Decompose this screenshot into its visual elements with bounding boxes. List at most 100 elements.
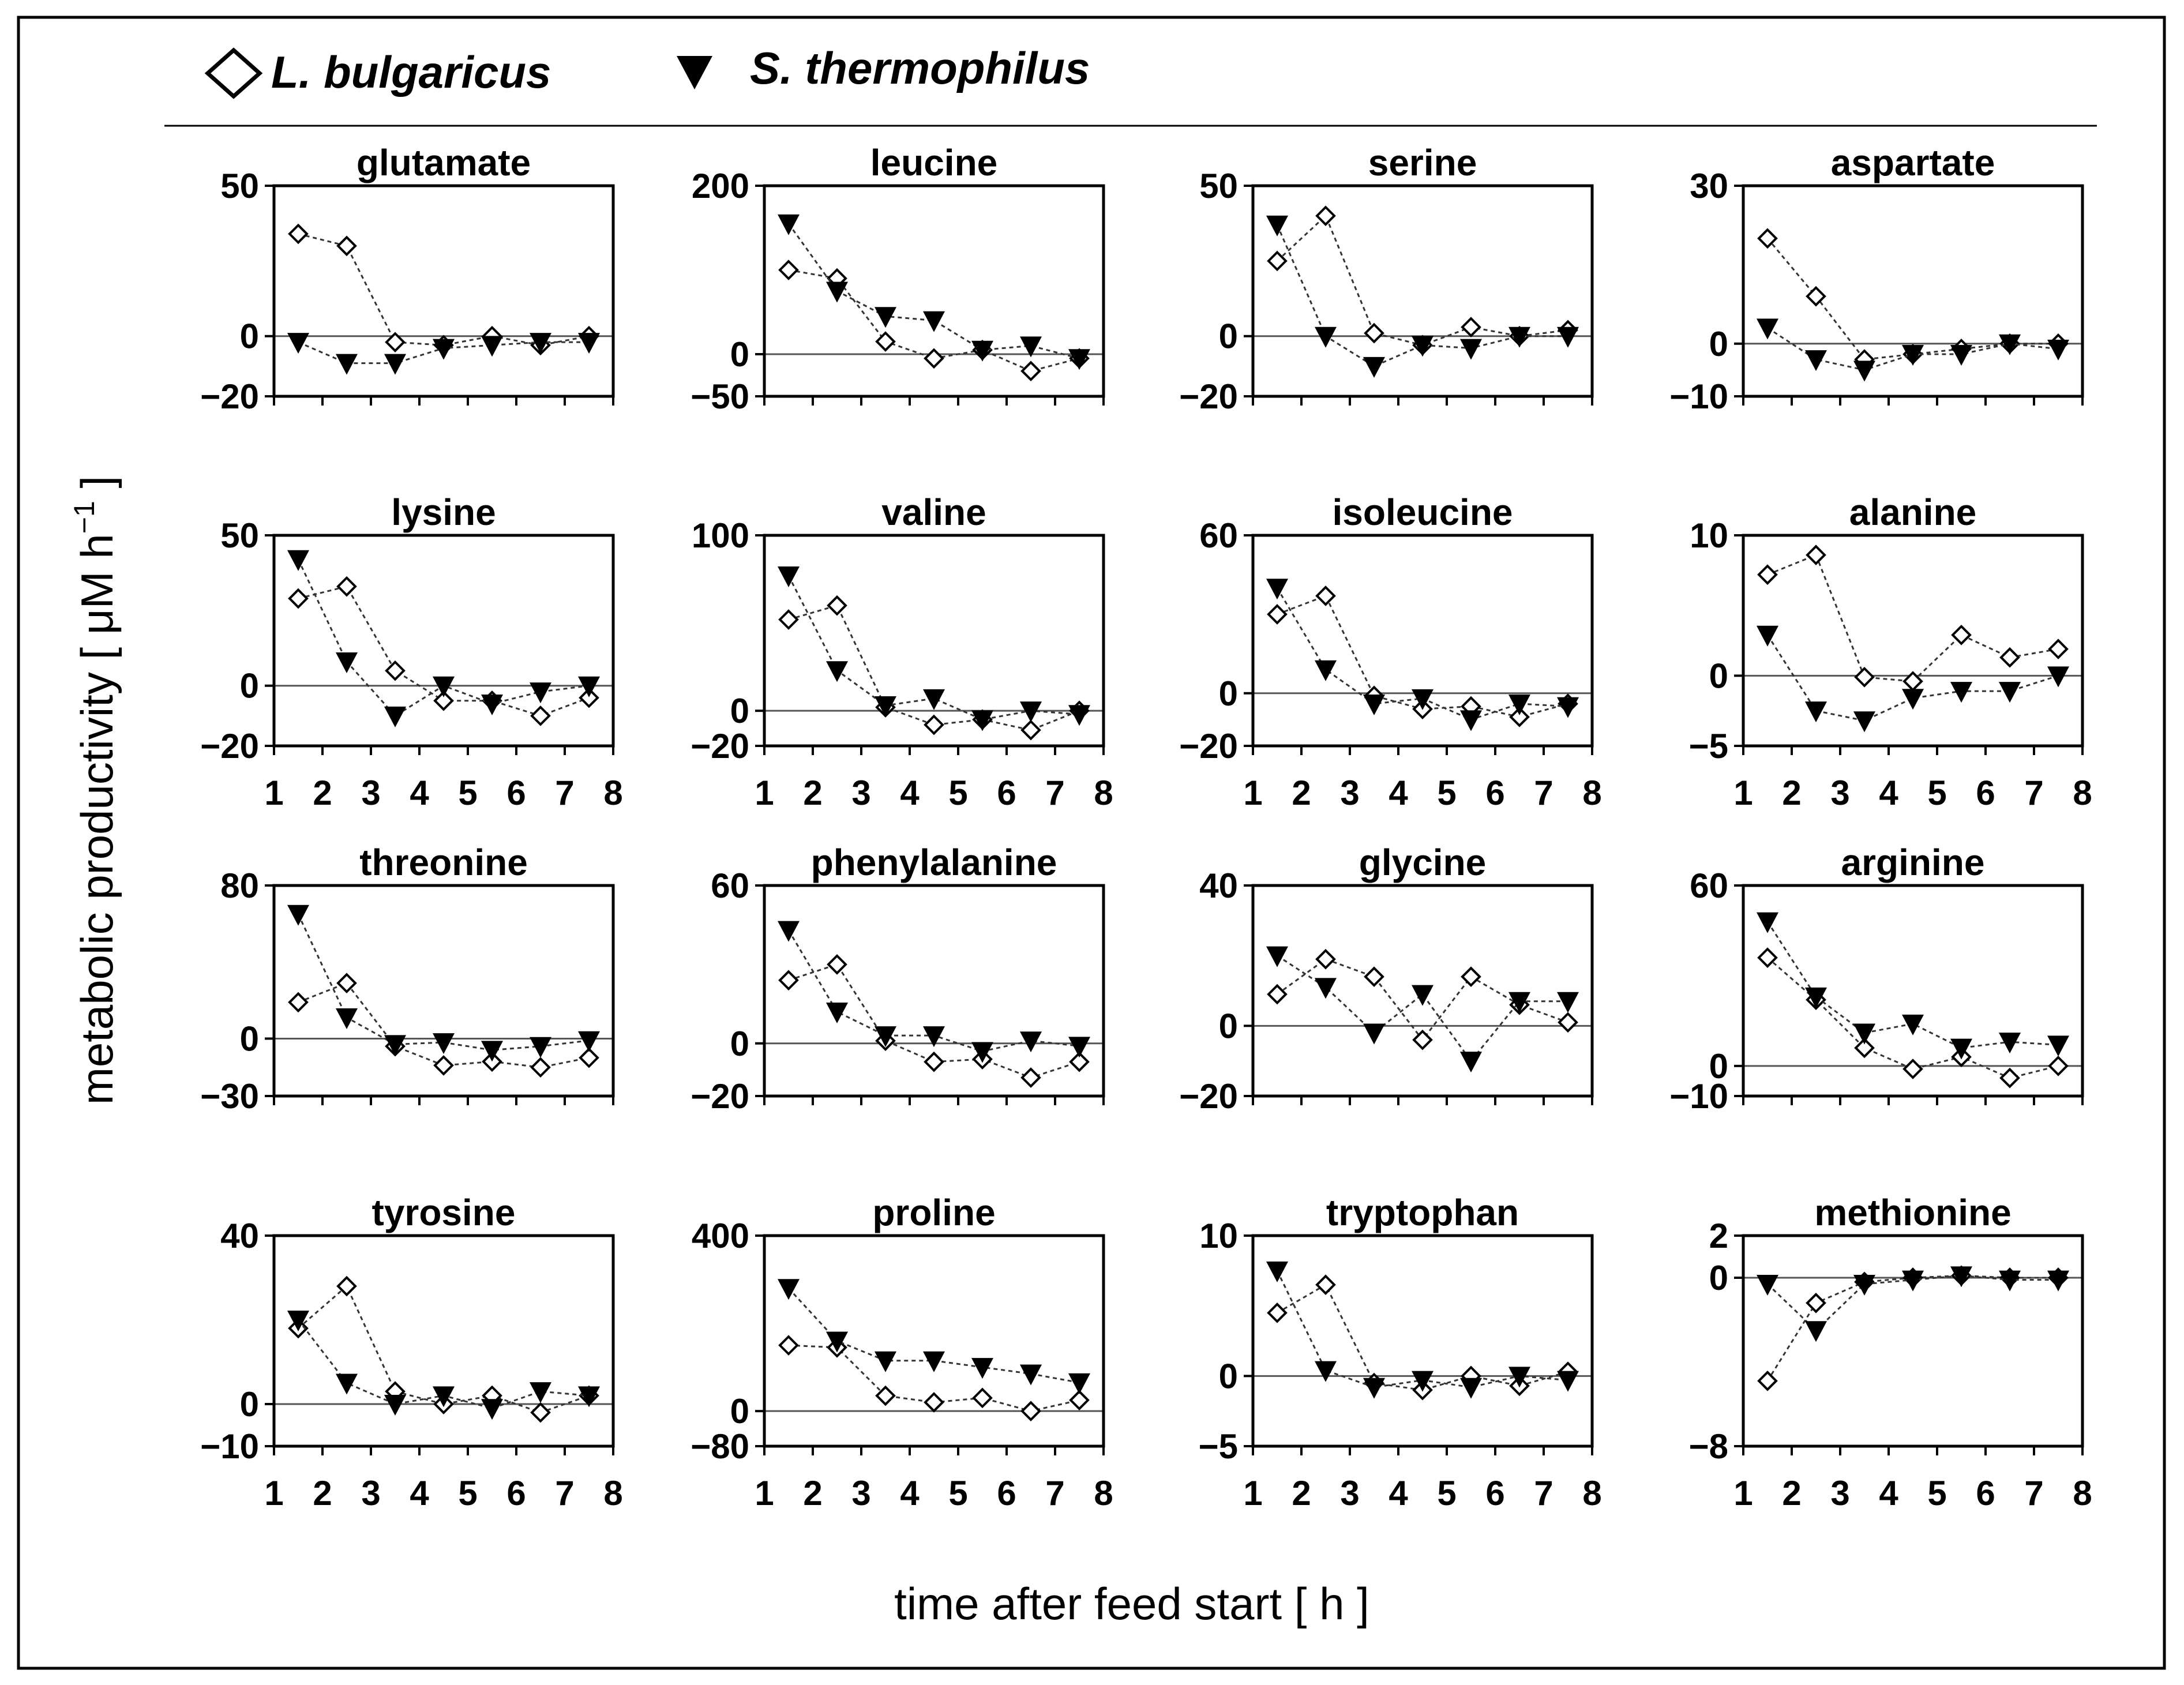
- y-tick-label: 2: [1709, 1217, 1728, 1255]
- panel-arginine: arginine 60 0−10: [1669, 842, 2084, 1116]
- point-s-thermophilus: [778, 214, 800, 235]
- point-s-thermophilus: [1950, 1266, 1972, 1288]
- point-s-thermophilus: [1999, 1270, 2021, 1292]
- plot-frame: [272, 184, 615, 398]
- x-tick-label: 3: [851, 1474, 870, 1513]
- point-s-thermophilus: [1853, 1274, 1875, 1296]
- point-s-thermophilus: [1902, 1270, 1924, 1292]
- y-tick-label: 50: [220, 516, 259, 555]
- y-tick-label: 0: [1219, 317, 1238, 356]
- point-s-thermophilus: [1020, 701, 1042, 723]
- x-tick-label: 1: [1243, 1474, 1262, 1513]
- panel-title: serine: [1368, 142, 1477, 183]
- panel-title: tyrosine: [372, 1192, 516, 1233]
- x-tick-label: 5: [1927, 1474, 1946, 1513]
- point-l-bulgaricus: [972, 1387, 993, 1409]
- point-l-bulgaricus: [1757, 564, 1778, 585]
- x-tick-label: 7: [1045, 1474, 1064, 1513]
- y-tick-label: −10: [200, 1427, 259, 1466]
- point-s-thermophilus: [826, 1331, 848, 1353]
- point-l-bulgaricus: [1020, 1401, 1041, 1421]
- x-tick-label: 6: [1485, 774, 1504, 812]
- y-tick-label: 60: [711, 866, 749, 905]
- point-s-thermophilus: [1412, 1371, 1434, 1392]
- point-l-bulgaricus: [385, 332, 406, 352]
- panel-proline: proline 400 0−801 2 3 4 5 6 7 8: [691, 1192, 1113, 1513]
- x-tick-label: 7: [555, 774, 574, 812]
- x-tick-label: 2: [1782, 1474, 1801, 1513]
- point-s-thermophilus: [481, 336, 503, 357]
- point-l-bulgaricus: [924, 1392, 944, 1413]
- point-s-thermophilus: [287, 905, 309, 926]
- point-s-thermophilus: [1508, 327, 1530, 348]
- point-s-thermophilus: [778, 566, 800, 587]
- x-tick-label: 3: [1340, 1474, 1359, 1513]
- point-s-thermophilus: [1508, 992, 1530, 1013]
- x-tick-label: 4: [1389, 774, 1408, 812]
- panel-title: proline: [872, 1192, 995, 1233]
- point-l-bulgaricus: [433, 1055, 454, 1076]
- point-l-bulgaricus: [530, 1402, 551, 1423]
- legend-label-s-thermophilus: S. thermophilus: [750, 43, 1090, 93]
- point-s-thermophilus: [826, 1003, 848, 1023]
- point-s-thermophilus: [433, 1386, 455, 1408]
- panel-leucine: leucine 200 0−50: [691, 142, 1105, 416]
- panel-phenylalanine: phenylalanine 60 0 −20: [691, 842, 1105, 1116]
- point-s-thermophilus: [287, 1311, 309, 1331]
- y-tick-label: 50: [1199, 167, 1238, 205]
- point-l-bulgaricus: [530, 1057, 551, 1078]
- y-tick-label: 60: [1690, 866, 1728, 905]
- y-tick-label: 80: [220, 866, 259, 905]
- plot-frame: [763, 884, 1105, 1098]
- point-s-thermophilus: [578, 1386, 600, 1408]
- x-tick-label: 6: [1976, 1474, 1995, 1513]
- y-tick-label: 0: [730, 692, 749, 730]
- panel-valine: valine 100 0−201 2 3 4 5 6 7 8: [691, 491, 1113, 812]
- y-tick-label: 0: [1219, 674, 1238, 713]
- point-s-thermophilus: [1853, 1023, 1875, 1045]
- point-l-bulgaricus: [336, 235, 357, 257]
- plot-frame: [272, 534, 615, 748]
- x-tick-label: 2: [1782, 774, 1801, 812]
- point-s-thermophilus: [384, 706, 406, 727]
- y-tick-label: −5: [1199, 1427, 1238, 1466]
- x-tick-label: 5: [458, 774, 477, 812]
- x-tick-label: 6: [1485, 1474, 1504, 1513]
- point-s-thermophilus: [1757, 1274, 1778, 1296]
- point-s-thermophilus: [384, 1395, 406, 1416]
- panel-threonine: threonine 80 0 −30: [200, 842, 615, 1116]
- x-tick-label: 5: [948, 774, 967, 812]
- point-s-thermophilus: [481, 1041, 503, 1062]
- point-s-thermophilus: [778, 1279, 800, 1300]
- panel-aspartate: aspartate 30 0 −10: [1669, 142, 2084, 416]
- point-l-bulgaricus: [1069, 1051, 1090, 1072]
- point-s-thermophilus: [336, 1373, 358, 1395]
- point-l-bulgaricus: [1315, 1274, 1336, 1295]
- x-tick-label: 3: [361, 774, 380, 812]
- point-s-thermophilus: [1950, 345, 1972, 366]
- point-s-thermophilus: [336, 652, 358, 673]
- panel-title: glycine: [1359, 842, 1487, 883]
- y-tick-label: 0: [1709, 656, 1728, 695]
- panel-title: phenylalanine: [811, 842, 1057, 883]
- point-l-bulgaricus: [1999, 1067, 2020, 1089]
- point-s-thermophilus: [1902, 345, 1924, 366]
- point-s-thermophilus: [1266, 1261, 1288, 1282]
- point-l-bulgaricus: [1806, 1292, 1826, 1314]
- point-l-bulgaricus: [288, 223, 309, 245]
- point-s-thermophilus: [1757, 912, 1778, 933]
- plot-frame: [1742, 884, 2084, 1098]
- point-l-bulgaricus: [1951, 624, 1972, 646]
- y-tick-label: −10: [1669, 377, 1728, 416]
- point-s-thermophilus: [1020, 1031, 1042, 1053]
- x-tick-label: 1: [755, 774, 774, 812]
- point-l-bulgaricus: [875, 331, 896, 352]
- y-tick-label: 400: [692, 1217, 749, 1255]
- x-tick-label: 6: [506, 774, 526, 812]
- point-s-thermophilus: [875, 307, 896, 328]
- point-s-thermophilus: [1999, 682, 2021, 703]
- point-s-thermophilus: [287, 333, 309, 354]
- y-tick-label: 40: [220, 1217, 259, 1255]
- x-tick-label: 3: [1830, 774, 1849, 812]
